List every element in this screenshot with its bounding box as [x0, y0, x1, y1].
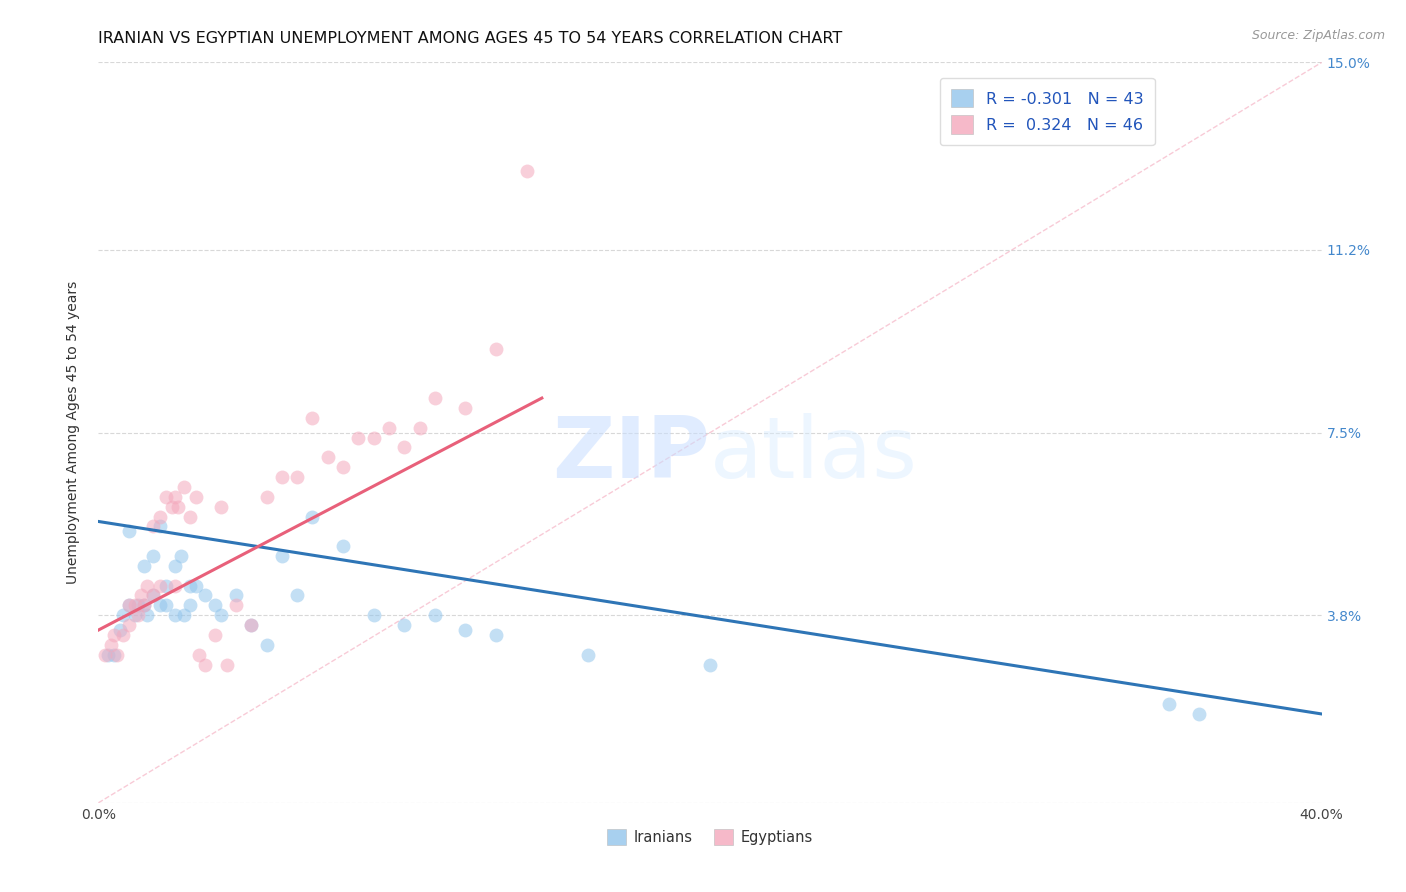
Point: [485, 342, 508, 356]
Point: [136, 608, 159, 623]
Point: [170, 549, 193, 563]
Point: [136, 579, 159, 593]
Text: IRANIAN VS EGYPTIAN UNEMPLOYMENT AMONG AGES 45 TO 54 YEARS CORRELATION CHART: IRANIAN VS EGYPTIAN UNEMPLOYMENT AMONG A…: [98, 31, 842, 46]
Point: [118, 618, 141, 632]
Point: [127, 599, 149, 613]
Text: Source: ZipAtlas.com: Source: ZipAtlas.com: [1251, 29, 1385, 42]
Point: [179, 599, 201, 613]
Point: [423, 608, 446, 623]
Point: [149, 579, 172, 593]
Text: atlas: atlas: [710, 413, 918, 496]
Point: [155, 599, 177, 613]
Point: [163, 490, 186, 504]
Point: [204, 628, 226, 642]
Point: [149, 519, 172, 533]
Point: [316, 450, 339, 465]
Point: [124, 608, 146, 623]
Point: [118, 524, 141, 539]
Point: [1157, 697, 1180, 711]
Point: [93, 648, 115, 662]
Point: [256, 638, 278, 652]
Point: [142, 519, 165, 533]
Text: ZIP: ZIP: [553, 413, 710, 496]
Point: [363, 608, 385, 623]
Point: [225, 589, 247, 603]
Point: [149, 599, 172, 613]
Point: [127, 608, 149, 623]
Point: [163, 608, 186, 623]
Point: [111, 628, 134, 642]
Point: [204, 599, 226, 613]
Point: [270, 549, 292, 563]
Point: [485, 628, 508, 642]
Point: [149, 509, 172, 524]
Point: [124, 599, 146, 613]
Point: [209, 500, 232, 514]
Point: [134, 558, 156, 573]
Point: [105, 648, 128, 662]
Point: [1188, 706, 1211, 721]
Point: [167, 500, 190, 514]
Point: [100, 638, 122, 652]
Point: [118, 599, 141, 613]
Point: [134, 599, 156, 613]
Point: [173, 480, 195, 494]
Point: [103, 648, 125, 662]
Point: [454, 623, 477, 637]
Point: [347, 431, 370, 445]
Point: [194, 589, 217, 603]
Point: [186, 490, 208, 504]
Point: [111, 608, 134, 623]
Point: [173, 608, 195, 623]
Point: [97, 648, 120, 662]
Point: [155, 490, 177, 504]
Point: [188, 648, 211, 662]
Point: [332, 539, 354, 553]
Point: [516, 164, 538, 178]
Point: [142, 549, 165, 563]
Point: [225, 599, 247, 613]
Point: [392, 441, 416, 455]
Point: [363, 431, 385, 445]
Point: [240, 618, 263, 632]
Point: [378, 420, 401, 434]
Point: [194, 657, 217, 672]
Point: [179, 509, 201, 524]
Point: [186, 579, 208, 593]
Point: [108, 623, 131, 637]
Point: [129, 589, 152, 603]
Point: [423, 391, 446, 405]
Point: [301, 410, 323, 425]
Point: [118, 599, 141, 613]
Point: [215, 657, 238, 672]
Point: [142, 589, 165, 603]
Point: [179, 579, 201, 593]
Point: [576, 648, 599, 662]
Point: [392, 618, 416, 632]
Point: [408, 420, 430, 434]
Point: [160, 500, 183, 514]
Legend: Iranians, Egyptians: Iranians, Egyptians: [602, 823, 818, 851]
Point: [285, 470, 308, 484]
Point: [699, 657, 721, 672]
Point: [155, 579, 177, 593]
Y-axis label: Unemployment Among Ages 45 to 54 years: Unemployment Among Ages 45 to 54 years: [66, 281, 80, 584]
Point: [142, 589, 165, 603]
Point: [103, 628, 125, 642]
Point: [332, 460, 354, 475]
Point: [163, 558, 186, 573]
Point: [134, 599, 156, 613]
Point: [163, 579, 186, 593]
Point: [209, 608, 232, 623]
Point: [301, 509, 323, 524]
Point: [285, 589, 308, 603]
Point: [240, 618, 263, 632]
Point: [270, 470, 292, 484]
Point: [454, 401, 477, 415]
Point: [256, 490, 278, 504]
